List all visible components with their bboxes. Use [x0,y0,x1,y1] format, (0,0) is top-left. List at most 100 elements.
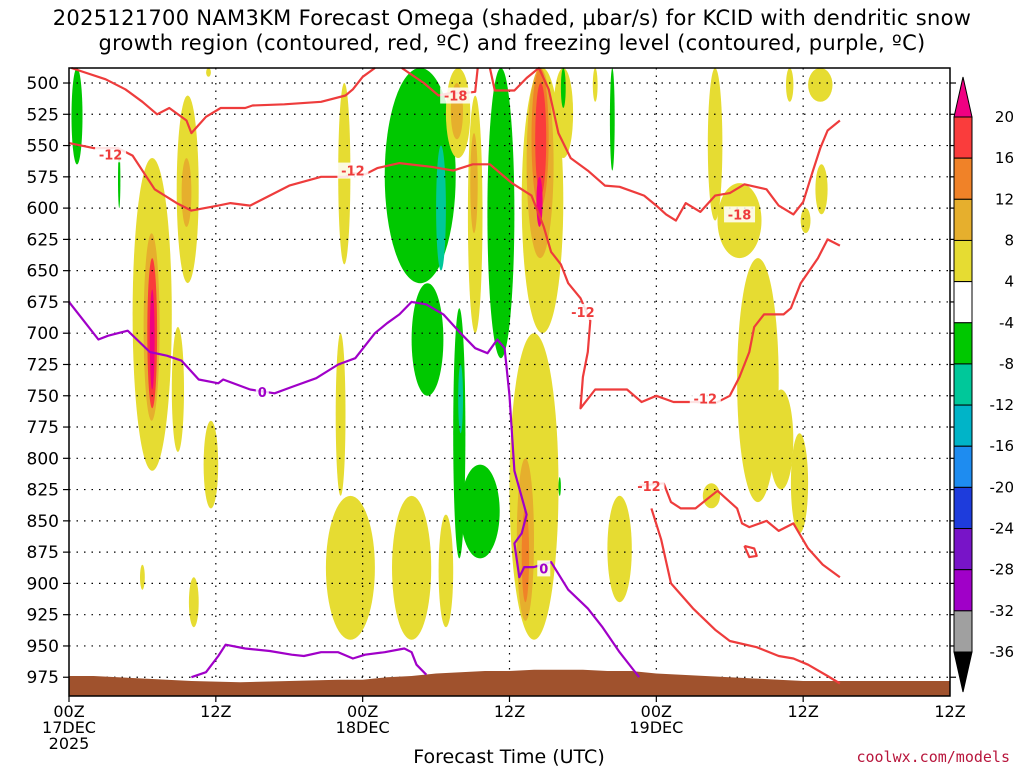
contour-label-8: 0 [537,560,551,577]
contour-label-5: -12 [689,390,721,407]
colorbar-bin-6 [953,363,973,406]
y-tick-label-625: 625 [27,230,59,250]
colorbar-label-3: 8 [1004,231,1014,249]
contour-label-text: -12 [694,392,718,407]
omega-shade-yellow [800,208,811,234]
omega-shade-yellow [203,420,219,509]
y-tick-label-750: 750 [27,387,59,407]
omega-shade-green [118,151,121,209]
colorbar-label-0: 20 [995,108,1014,126]
colorbar-label-7: -12 [990,396,1015,414]
colorbar-bottom-triangle [953,651,973,693]
contour-label-6: -12 [633,477,665,495]
omega-shade-yellow [808,68,833,102]
contour-label-bg [337,162,369,179]
terrain-surface [69,669,950,696]
omega-shade-yellow [438,514,454,628]
dgz-contour-1 [71,66,376,135]
contour-label-7: 0 [255,384,269,401]
contour-label-text: 0 [539,562,548,577]
colorbar-label-5: -4 [999,314,1014,332]
contour-label-text: -18 [728,208,752,223]
dgz-contour-5 [650,508,841,685]
colorbar-bin-7 [953,404,973,447]
colorbar-label-13: -36 [990,643,1015,661]
omega-shade-yellow [392,495,432,640]
dgz-contour-0 [68,142,841,410]
y-tick-label-550: 550 [27,137,59,157]
colorbar-label-1: 16 [995,149,1014,167]
omega-shade-green [411,283,444,396]
omega-shade-red [535,83,547,196]
omega-shade-magenta [149,289,155,390]
omega-shade-green [487,68,515,359]
y-tick-label-775: 775 [27,418,59,438]
contour-label-text: -18 [444,90,468,105]
omega-shade-orange [521,508,530,603]
contour-label-2: -18 [440,87,472,105]
colorbar-label-10: -24 [990,520,1015,538]
colorbar-top-triangle [953,76,973,118]
colorbar-label-6: -8 [999,355,1014,373]
contour-label-4: -12 [567,303,599,321]
omega-shade-yellow [509,333,559,640]
contour-label-text: -12 [99,148,123,163]
omega-shade-green [460,464,500,559]
colorbar-bin-12 [953,610,973,653]
contour-label-text: 0 [258,386,267,401]
y-tick-label-850: 850 [27,512,59,532]
x-tick-label-24-1: 00Z [641,702,672,721]
contour-label-bg [440,87,472,104]
colorbar-bin-0 [953,116,973,159]
colorbar-label-11: -28 [990,561,1015,579]
omega-shade-gold [470,133,478,234]
omega-shade-yellow [592,68,598,102]
y-tick-label-975: 975 [27,668,59,688]
x-tick-label-end: 12Z [934,702,965,721]
colorbar-bin-2 [953,198,973,241]
colorbar-label-8: -16 [990,437,1015,455]
y-axis: 500 525 550 575 600 625 650 675 700 725 750 775 800 8… [27,74,956,688]
contour-label-text: -12 [341,165,365,180]
colorbar-bin-4 [953,281,973,324]
contour-label-bg [567,303,599,320]
omega-shade-yellow [737,258,779,503]
contour-label-0: -12 [95,146,127,163]
colorbar-bin-1 [953,157,973,200]
colorbar-bin-11 [953,569,973,612]
dgz-contour-3 [488,66,841,222]
contour-label-bg [724,206,756,223]
omega-shade-yellow [140,564,145,590]
freezing-level-contour-0 [68,300,641,678]
omega-shade-yellow [171,327,184,452]
contour-label-bg [633,477,665,494]
omega-shade-yellow [335,333,346,496]
dgz-contour-6 [743,544,758,559]
omega-shade-yellow [786,68,794,102]
colorbar-bin-3 [953,239,973,283]
y-tick-label-875: 875 [27,543,59,563]
y-tick-label-825: 825 [27,481,59,501]
y-tick-label-675: 675 [27,293,59,313]
colorbar-label-9: -20 [990,478,1015,496]
omega-shade-yellow [815,164,828,215]
y-tick-label-600: 600 [27,199,59,219]
omega-shade-gold [181,158,192,227]
y-tick-label-525: 525 [27,105,59,125]
omega-shade-yellow [188,577,199,628]
contour-label-bg [255,384,269,401]
omega-shade-yellow [707,68,723,221]
colorbar-bin-10 [953,528,973,571]
omega-shade-teal [458,364,463,434]
x-tick-label-12-2: 18DEC [336,718,390,737]
colorbar-bin-5 [953,322,973,365]
x-tick-label-18-1: 12Z [494,702,525,721]
contour-label-bg [95,146,127,163]
contour-layer: -12 -12 -18 -18 -12 -12 -12 0 0 [68,66,841,685]
y-tick-label-575: 575 [27,168,59,188]
freezing-level-contour-1 [191,643,428,679]
title-line-2: growth region (contoured, red, ºC) and f… [98,31,926,55]
x-tick-label-30-1: 12Z [788,702,819,721]
colorbar-bin-8 [953,445,973,488]
